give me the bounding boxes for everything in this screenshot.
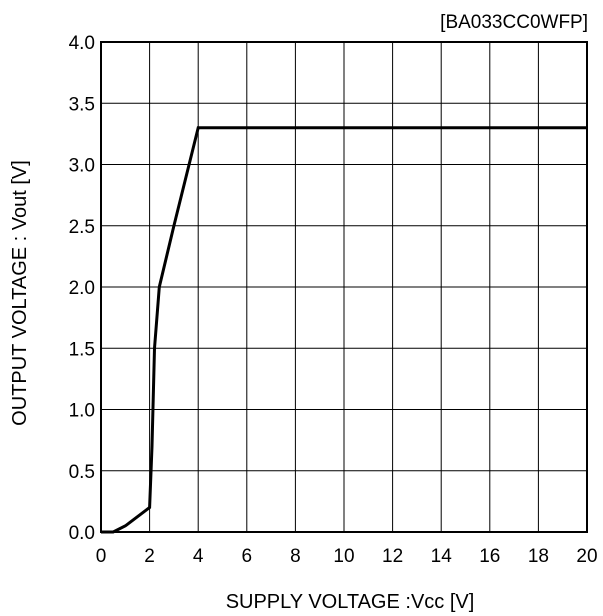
series-line: [101, 126, 587, 534]
y-tick-label: 0.5: [69, 462, 95, 483]
y-axis-title: OUTPUT VOLTAGE : Vout [V]: [9, 160, 31, 426]
x-tick-label: 12: [382, 546, 403, 567]
x-tick-label: 4: [193, 546, 204, 567]
y-tick-labels: 0.0 0.5 1.0 1.5 2.0 2.5 3.0 3.5 4.0: [69, 33, 95, 544]
grid-lines: [101, 42, 587, 532]
x-tick-labels: 0 2 4 6 8 10 12 14 16 18 20: [96, 546, 598, 567]
x-axis-title: SUPPLY VOLTAGE :Vcc [V]: [226, 591, 475, 613]
x-tick-label: 20: [576, 546, 597, 567]
y-tick-label: 4.0: [69, 33, 95, 54]
plot-border: [100, 41, 588, 533]
x-tick-label: 6: [242, 546, 253, 567]
x-tick-label: 0: [96, 546, 107, 567]
x-tick-label: 16: [479, 546, 500, 567]
x-tick-label: 10: [333, 546, 354, 567]
y-tick-label: 2.0: [69, 278, 95, 299]
x-tick-label: 2: [144, 546, 155, 567]
x-tick-label: 14: [431, 546, 453, 567]
y-tick-label: 2.5: [69, 217, 95, 238]
x-tick-label: 8: [290, 546, 301, 567]
y-tick-label: 0.0: [69, 523, 95, 544]
y-tick-label: 3.0: [69, 156, 95, 177]
x-tick-label: 18: [528, 546, 549, 567]
y-tick-label: 3.5: [69, 94, 95, 115]
y-tick-label: 1.5: [69, 339, 95, 360]
y-tick-label: 1.0: [69, 401, 95, 422]
plot-frame: [100, 41, 588, 533]
chart-title: [BA033CC0WFP]: [440, 12, 588, 33]
series-group: [101, 126, 587, 534]
